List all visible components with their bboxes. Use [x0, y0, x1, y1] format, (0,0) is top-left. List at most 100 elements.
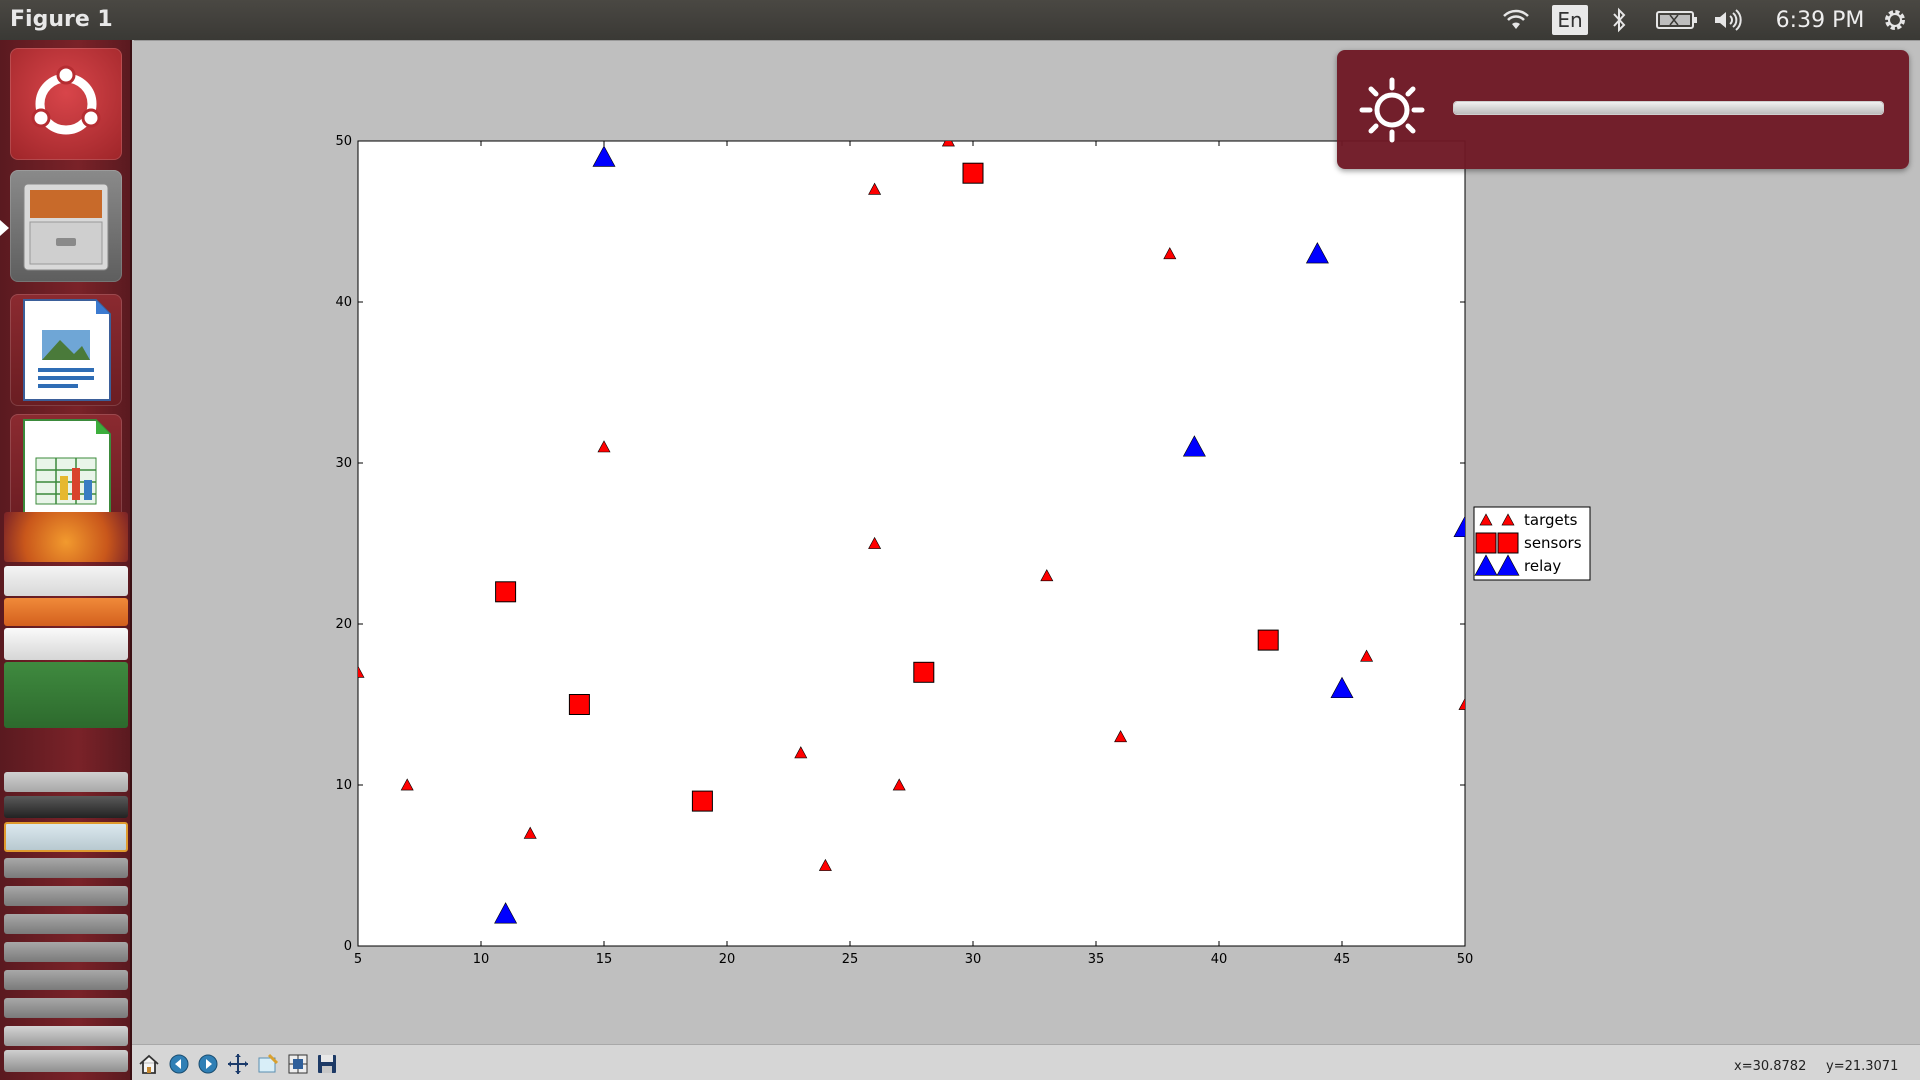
zoom-icon[interactable] — [255, 1051, 281, 1077]
language-indicator[interactable]: En — [1551, 0, 1589, 40]
x-tick-label: 30 — [965, 952, 982, 967]
sensors-point — [568, 694, 590, 715]
sensors-point — [1257, 629, 1279, 651]
language-label: En — [1552, 5, 1588, 35]
launcher-app-strip[interactable] — [4, 914, 128, 934]
file-manager-icon[interactable] — [10, 170, 122, 282]
targets-point — [1163, 247, 1177, 260]
targets-point — [1360, 649, 1374, 662]
legend-label: sensors — [1524, 534, 1582, 552]
coordinate-y: y=21.3071 — [1826, 1059, 1899, 1074]
launcher-app-strip[interactable] — [4, 822, 128, 852]
libreoffice-calc-icon[interactable] — [10, 414, 122, 526]
forward-icon[interactable] — [195, 1051, 221, 1077]
launcher — [0, 40, 132, 1080]
x-tick-label: 35 — [1088, 952, 1105, 967]
launcher-app-strip[interactable] — [4, 598, 128, 626]
data-points — [358, 141, 1465, 924]
legend-marker — [1497, 532, 1519, 554]
launcher-app-strip[interactable] — [4, 772, 128, 792]
figure-window: 5 10 15 20 25 30 35 40 45 50 0 10 20 30 40 50 targets se… — [132, 40, 1920, 1080]
y-tick-label: 40 — [335, 295, 352, 310]
relay-point — [1182, 435, 1206, 457]
targets-point — [400, 778, 414, 791]
legend-marker — [1496, 554, 1520, 576]
launcher-app-strip[interactable] — [4, 566, 128, 596]
pan-icon[interactable] — [225, 1051, 251, 1077]
navigation-toolbar: x=30.8782 y=21.3071 — [132, 1044, 1920, 1080]
targets-point — [868, 182, 882, 195]
active-indicator-icon — [0, 220, 9, 236]
launcher-app-strip[interactable] — [4, 796, 128, 818]
relay-point — [494, 902, 518, 924]
relay-point — [1305, 242, 1329, 264]
launcher-app-strip[interactable] — [4, 858, 128, 878]
home-icon[interactable] — [136, 1051, 162, 1077]
coordinate-x: x=30.8782 — [1734, 1059, 1807, 1074]
targets-point — [1114, 730, 1128, 743]
targets-point — [358, 665, 365, 678]
sensors-point — [495, 581, 517, 603]
targets-point — [941, 141, 955, 147]
x-tick-label: 25 — [842, 952, 859, 967]
legend: targets sensors relay — [1473, 506, 1591, 581]
legend-marker — [1479, 513, 1493, 526]
x-tick-label: 45 — [1334, 952, 1351, 967]
targets-point — [868, 536, 882, 549]
brightness-level-bar — [1453, 101, 1884, 115]
window-title: Figure 1 — [10, 7, 113, 32]
sun-icon — [1359, 77, 1425, 143]
libreoffice-impress-icon[interactable] — [10, 294, 122, 406]
y-tick-label: 0 — [344, 939, 352, 954]
legend-label: targets — [1524, 511, 1578, 529]
clock[interactable]: 6:39 PM — [1765, 0, 1875, 40]
clock-label: 6:39 PM — [1775, 7, 1865, 33]
relay-point — [592, 145, 616, 167]
y-tick-label: 20 — [335, 617, 352, 632]
launcher-app-strip[interactable] — [4, 1050, 128, 1072]
wifi-icon[interactable] — [1500, 0, 1532, 40]
targets-point — [1040, 569, 1054, 582]
targets-point — [892, 778, 906, 791]
ubuntu-dash-icon[interactable] — [10, 48, 122, 160]
figure-canvas[interactable]: 5 10 15 20 25 30 35 40 45 50 0 10 20 30 40 50 targets se… — [134, 40, 1920, 1044]
targets-point — [818, 858, 832, 871]
sensors-point — [962, 162, 984, 184]
x-tick-label: 10 — [473, 952, 490, 967]
launcher-app-strip[interactable] — [4, 942, 128, 962]
legend-item-relay: relay — [1474, 554, 1561, 576]
axis-ticks: 5 10 15 20 25 30 35 40 45 50 0 10 20 30 40 50 — [335, 134, 1473, 967]
plot-area — [357, 140, 1466, 947]
launcher-app-strip[interactable] — [4, 998, 128, 1018]
targets-point — [1458, 697, 1465, 710]
y-tick-label: 30 — [335, 456, 352, 471]
legend-marker — [1475, 532, 1497, 554]
launcher-app-strip[interactable] — [4, 1026, 128, 1046]
legend-label: relay — [1524, 557, 1561, 575]
launcher-app-strip[interactable] — [4, 970, 128, 990]
targets-point — [794, 746, 808, 759]
y-tick-label: 50 — [335, 134, 352, 149]
firefox-icon[interactable] — [4, 512, 128, 562]
launcher-app-strip[interactable] — [4, 886, 128, 906]
targets-point — [597, 440, 611, 453]
x-tick-label: 50 — [1457, 952, 1474, 967]
subplots-icon[interactable] — [285, 1051, 311, 1077]
brightness-osd — [1337, 50, 1909, 169]
battery-icon[interactable] — [1655, 0, 1699, 40]
volume-icon[interactable] — [1711, 0, 1745, 40]
settings-gear-icon[interactable] — [1880, 0, 1910, 40]
launcher-app-strip[interactable] — [4, 662, 128, 728]
legend-item-targets: targets — [1479, 511, 1578, 529]
sensors-point — [691, 790, 713, 812]
sensors-point — [913, 661, 935, 683]
legend-item-sensors: sensors — [1475, 532, 1582, 554]
brightness-level-fill — [1454, 102, 1883, 114]
save-icon[interactable] — [314, 1051, 340, 1077]
legend-marker — [1501, 513, 1515, 526]
bluetooth-icon[interactable] — [1606, 0, 1632, 40]
back-icon[interactable] — [166, 1051, 192, 1077]
launcher-app-strip[interactable] — [4, 628, 128, 660]
legend-marker — [1474, 554, 1498, 576]
relay-point — [1330, 676, 1354, 699]
